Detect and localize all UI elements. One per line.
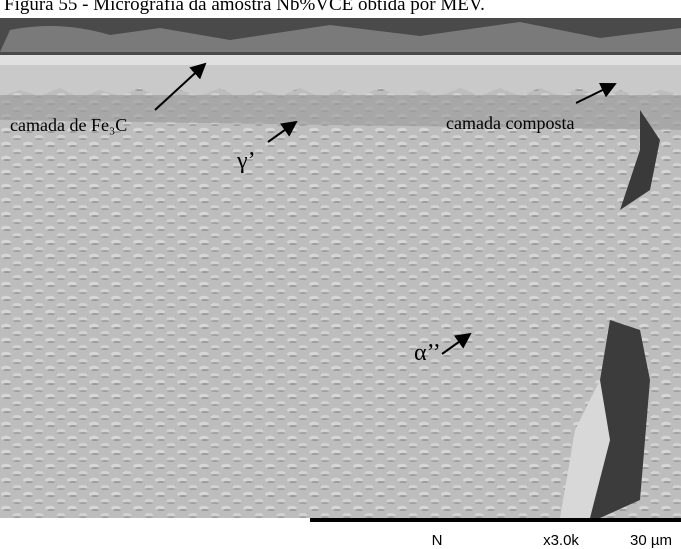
gamma-label: γ’ [236,148,256,174]
magnification: x3.0k [543,532,579,549]
micrograph [0,18,681,518]
cementite-label: camada de Fe₃C [10,115,127,135]
caption: Figura 55 - Micrografia da amostra Nb%VC… [4,0,485,15]
scale-length: 30 µm [630,532,672,549]
scale-bar: N x3.0k 30 µm [310,518,681,549]
compound-label: camada composta [446,113,574,133]
figure: Figura 55 - Micrografia da amostra Nb%VC… [0,0,681,549]
detector: N [432,532,443,549]
alpha-label: α’’ [414,340,441,366]
